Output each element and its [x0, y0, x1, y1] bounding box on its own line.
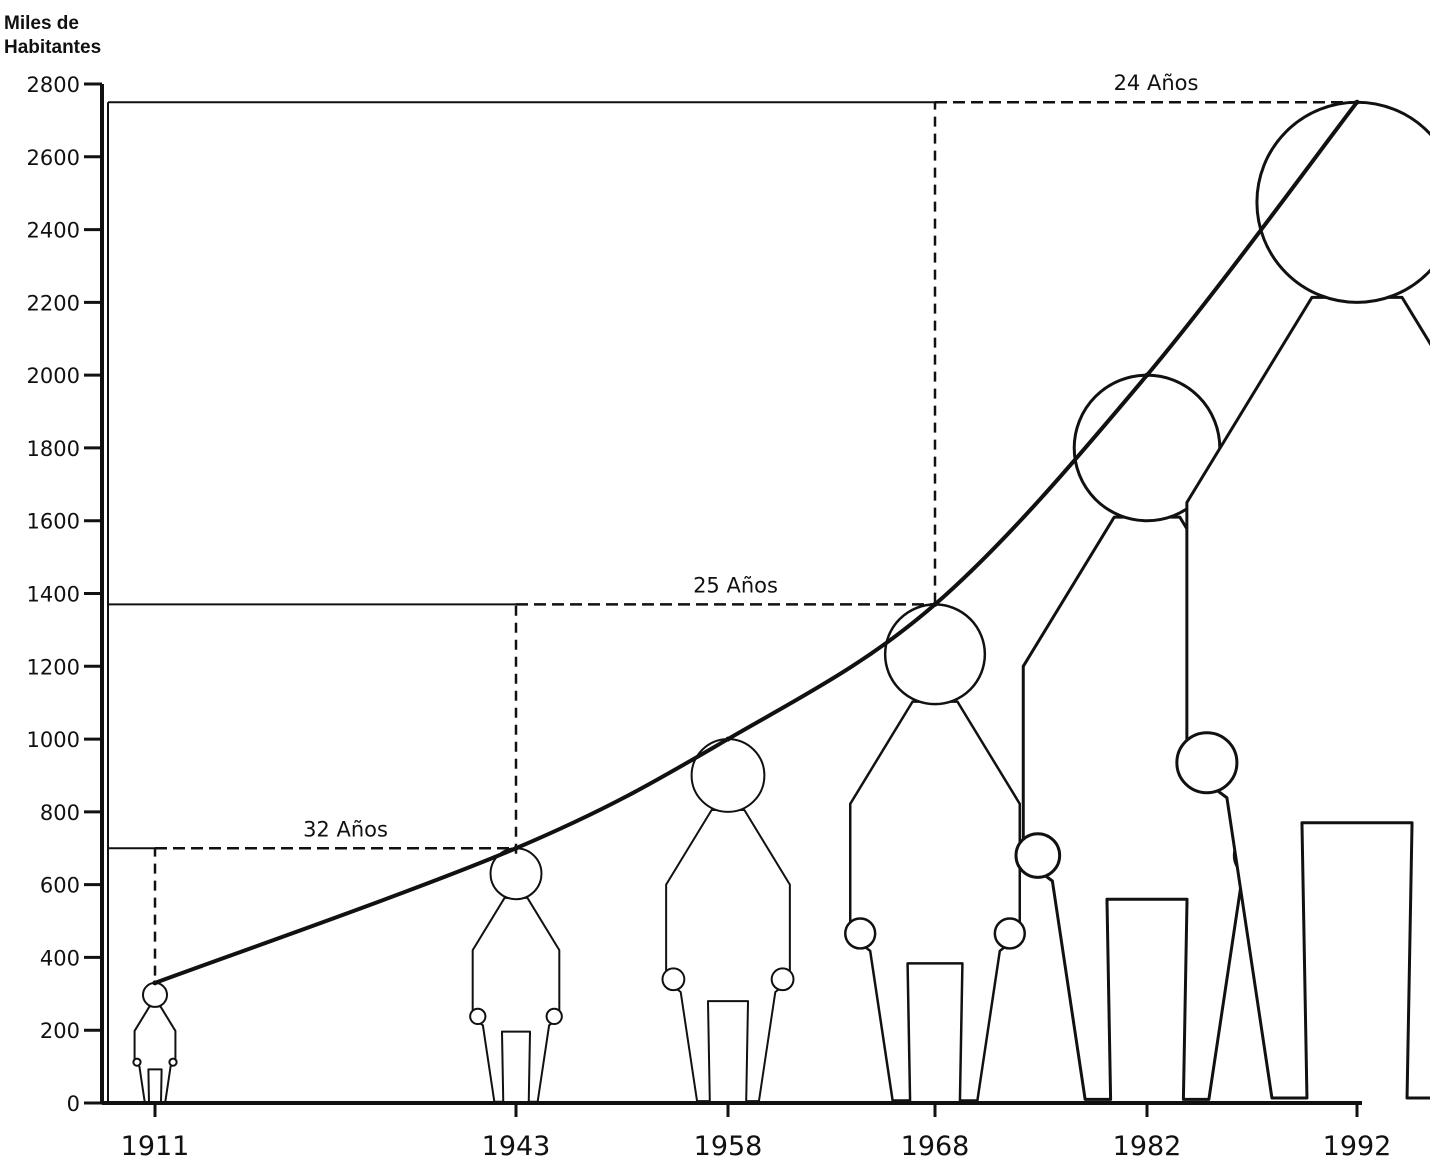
data-point: [152, 980, 158, 986]
figure-right-hand: [993, 917, 1026, 950]
tick-labels: 0 200 400 600 800 1000 1200 1400 1600 1800 2000 220…: [27, 73, 1392, 1161]
figure-body: [665, 809, 791, 1103]
figure-left-hand: [1014, 832, 1062, 879]
figure-head: [690, 738, 766, 813]
y-tick-label: 1600: [27, 510, 80, 534]
data-point: [932, 601, 938, 607]
x-tick-label: 1982: [1113, 1131, 1182, 1161]
y-tick-label: 2200: [27, 291, 80, 315]
interval-label: 25 Años: [693, 573, 778, 597]
y-tick-label: 1800: [27, 437, 80, 461]
figure-left-hand: [844, 917, 877, 950]
population-curve-group: [152, 99, 1360, 986]
figure-left-hand: [661, 967, 686, 992]
y-tick-label: 800: [40, 801, 80, 825]
y-tick-label: 2600: [27, 146, 80, 170]
y-tick-label: 600: [40, 874, 80, 898]
population-curve: [153, 100, 1359, 985]
y-tick-label: 0: [67, 1092, 80, 1116]
figure-body: [848, 700, 1022, 1102]
y-tick-label: 1000: [27, 728, 80, 752]
doubling-guides: [108, 100, 1357, 976]
y-tick-label: 1400: [27, 583, 80, 607]
axes: [84, 82, 1362, 1117]
figure-right-hand: [770, 967, 795, 992]
y-axis-label-line2: Habitantes: [4, 37, 102, 58]
figure-left-hand: [1175, 731, 1239, 795]
person-figures: [132, 100, 1430, 1104]
data-point: [1354, 99, 1360, 105]
y-tick-label: 400: [40, 946, 80, 970]
y-axis-label: Miles de Habitantes: [4, 12, 101, 60]
interval-label: 32 Años: [303, 817, 388, 841]
y-tick-label: 1200: [27, 655, 80, 679]
interval-label: 24 Años: [1114, 71, 1199, 95]
person-figure: [1175, 100, 1430, 1100]
person-figure: [132, 981, 178, 1104]
figure-left-hand: [132, 1057, 142, 1067]
person-figure: [469, 847, 563, 1103]
data-point: [725, 736, 731, 742]
y-tick-label: 2400: [27, 219, 80, 243]
x-tick-label: 1958: [694, 1131, 763, 1161]
figure-head: [141, 981, 169, 1008]
x-tick-label: 1968: [901, 1131, 970, 1161]
y-tick-label: 2800: [27, 73, 80, 97]
y-tick-label: 2000: [27, 364, 80, 388]
person-figure: [844, 603, 1026, 1102]
y-tick-label: 200: [40, 1019, 80, 1043]
figure-head: [883, 603, 987, 706]
data-point: [513, 845, 519, 851]
person-figure: [661, 738, 795, 1103]
figure-body: [133, 1005, 177, 1104]
figure-body: [471, 896, 561, 1103]
x-tick-label: 1911: [121, 1131, 190, 1161]
figure-left-hand: [469, 1007, 487, 1026]
x-tick-label: 1992: [1323, 1131, 1392, 1161]
interval-annotations: 32 Años 25 Años 24 Años: [303, 71, 1198, 841]
figure-right-hand: [168, 1057, 178, 1067]
y-axis-label-line1: Miles de: [4, 13, 79, 34]
figure-right-hand: [545, 1007, 563, 1026]
x-tick-label: 1943: [482, 1131, 551, 1161]
data-point: [1144, 372, 1150, 378]
